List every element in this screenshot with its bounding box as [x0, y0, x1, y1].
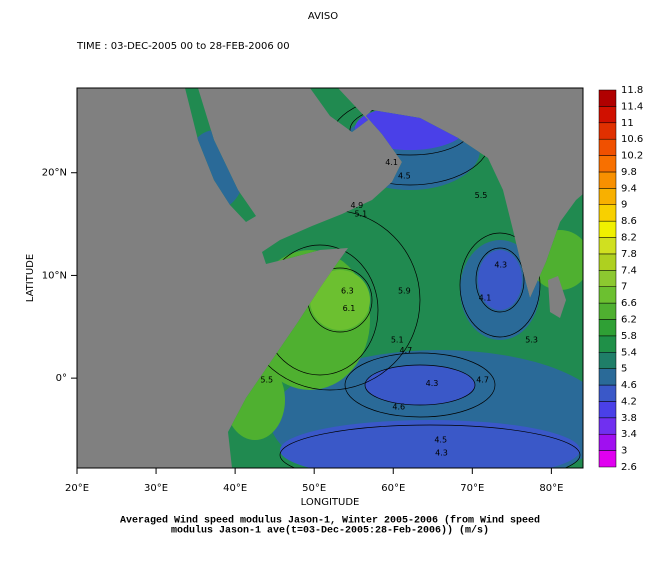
- colorbar-segment: [598, 270, 617, 287]
- colorbar-segment: [598, 401, 617, 419]
- colorbar-segment: [598, 171, 617, 189]
- caption: modulus Jason-1 ave(t=03-Dec-2005:28-Feb…: [171, 525, 489, 537]
- x-tick-label: 80°E: [539, 483, 563, 494]
- colorbar-label: 11.8: [621, 85, 643, 96]
- colorbar-label: 10.6: [621, 134, 643, 145]
- colorbar-label: 10.2: [621, 151, 643, 162]
- colorbar-segment: [598, 417, 617, 435]
- colorbar-segment: [598, 89, 617, 107]
- colorbar-segment: [598, 220, 617, 238]
- sri-lanka: [548, 276, 566, 318]
- colorbar-label: 9: [621, 200, 627, 211]
- colorbar-label: 6.6: [621, 298, 637, 309]
- colorbar-label: 7.4: [621, 265, 637, 276]
- contour-label: 4.9: [351, 201, 364, 210]
- colorbar-segment: [598, 433, 617, 451]
- contour-label: 4.3: [494, 261, 507, 270]
- colorbar-segment: [598, 302, 617, 320]
- y-tick-label: 10°N: [42, 270, 67, 281]
- colorbar-segment: [598, 188, 617, 205]
- caption: Averaged Wind speed modulus Jason-1, Win…: [120, 515, 540, 527]
- contour-label: 6.3: [341, 286, 354, 295]
- contour-label: 6.1: [343, 304, 356, 313]
- contour-label: 4.6: [392, 402, 405, 411]
- colorbar-segment: [598, 138, 617, 156]
- colorbar-label: 9.8: [621, 167, 637, 178]
- contour-label: 4.3: [426, 379, 439, 388]
- colorbar-label: 5: [621, 364, 627, 375]
- contour-label: 4.5: [398, 171, 411, 180]
- x-tick-label: 20°E: [65, 483, 89, 494]
- colorbar-label: 3.8: [621, 413, 637, 424]
- colorbar-label: 4.2: [621, 396, 637, 407]
- contour-label: 4.1: [479, 294, 492, 303]
- colorbar-label: 7: [621, 282, 627, 293]
- colorbar-segment: [598, 384, 617, 402]
- colorbar-segment: [598, 237, 617, 255]
- contour-label: 4.5: [434, 435, 447, 444]
- colorbar-label: 8.2: [621, 233, 637, 244]
- contour-label: 4.3: [435, 449, 448, 458]
- colorbar-label: 11: [621, 118, 634, 129]
- colorbar-label: 6.2: [621, 314, 637, 325]
- colorbar-segment: [598, 319, 617, 337]
- contour-label: 5.5: [260, 376, 273, 385]
- colorbar-segment: [598, 286, 617, 304]
- plot-frame: [76, 87, 584, 469]
- contour-label: 5.9: [398, 286, 411, 295]
- contour-label: 5.3: [525, 336, 538, 345]
- colorbar-label: 8.6: [621, 216, 637, 227]
- colorbar-label: 3: [621, 446, 627, 457]
- x-tick-label: 50°E: [302, 483, 326, 494]
- colorbar-segment: [598, 368, 617, 386]
- colorbar-segment: [598, 155, 617, 173]
- colorbar-label: 5.4: [621, 347, 637, 358]
- colorbar-segment: [598, 122, 617, 140]
- colorbar-segment: [598, 352, 617, 369]
- colorbar-segment: [598, 106, 617, 124]
- x-axis-label: LONGITUDE: [301, 497, 360, 508]
- title: AVISO: [308, 11, 338, 22]
- contour-label: 5.1: [391, 336, 404, 345]
- subtitle: TIME : 03-DEC-2005 00 to 28-FEB-2006 00: [76, 41, 290, 52]
- contour-label: 4.1: [385, 158, 398, 167]
- x-tick-label: 30°E: [144, 483, 168, 494]
- colorbar-segment: [598, 204, 617, 222]
- y-tick-label: 20°N: [42, 168, 67, 179]
- colorbar-label: 5.8: [621, 331, 637, 342]
- contour-label: 4.7: [476, 376, 489, 385]
- colorbar-label: 7.8: [621, 249, 637, 260]
- colorbar-label: 11.4: [621, 101, 643, 112]
- colorbar-segment: [598, 253, 617, 271]
- colorbar-label: 9.4: [621, 183, 637, 194]
- y-tick-label: 0°: [56, 373, 67, 384]
- y-axis-label: LATITUDE: [25, 254, 36, 302]
- contour-label: 5.5: [475, 191, 488, 200]
- x-tick-label: 70°E: [460, 483, 484, 494]
- colorbar-label: 3.4: [621, 429, 637, 440]
- colorbar-label: 4.6: [621, 380, 637, 391]
- contour-label: 4.7: [400, 346, 413, 355]
- x-tick-label: 40°E: [223, 483, 247, 494]
- x-tick-label: 60°E: [381, 483, 405, 494]
- contour-label: 5.1: [354, 209, 367, 218]
- colorbar-segment: [598, 335, 617, 353]
- colorbar-label: 2.6: [621, 462, 637, 473]
- colorbar-segment: [598, 450, 617, 468]
